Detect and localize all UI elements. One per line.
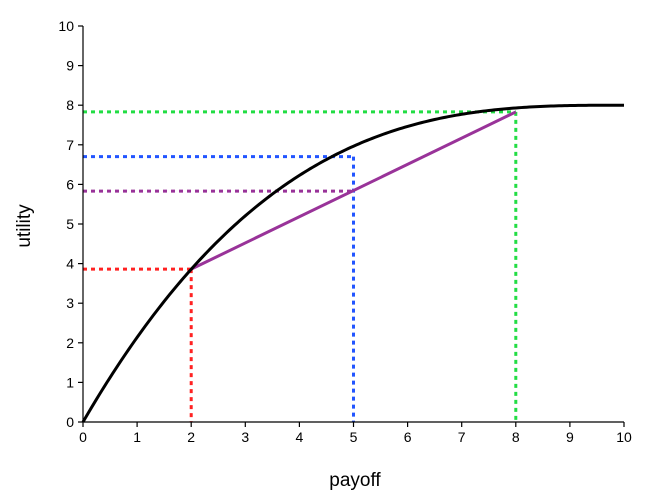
x-tick-label: 6	[404, 429, 412, 445]
y-tick-label: 9	[66, 58, 74, 74]
y-tick-label: 4	[66, 256, 74, 272]
x-tick-label: 5	[350, 429, 358, 445]
chord-line	[190, 110, 517, 271]
x-tick-label: 8	[512, 429, 520, 445]
y-tick-label: 5	[66, 216, 74, 232]
x-tick-label: 10	[616, 429, 632, 445]
y-tick-label: 3	[66, 295, 74, 311]
guide-lines	[83, 110, 518, 422]
x-tick-label: 2	[187, 429, 195, 445]
y-tick-label: 1	[66, 374, 74, 390]
chord-layer	[190, 110, 517, 271]
x-axis-label: payoff	[329, 470, 381, 491]
axes	[78, 25, 625, 427]
y-axis-label: utility	[14, 204, 35, 248]
x-tick-label: 7	[458, 429, 466, 445]
y-tick-label: 10	[58, 18, 74, 34]
y-tick-label: 0	[66, 414, 74, 430]
y-tick-label: 7	[66, 137, 74, 153]
y-tick-label: 8	[66, 97, 74, 113]
y-tick-label: 6	[66, 176, 74, 192]
y-tick-label: 2	[66, 335, 74, 351]
x-tick-label: 9	[566, 429, 574, 445]
utility-curve	[81, 103, 624, 423]
tick-labels: 0 1 2 3 4 5 6 7 8 9 10 0 1 2 3 4 5 6 7 8 9 10	[58, 18, 632, 445]
x-tick-label: 3	[241, 429, 249, 445]
x-tick-label: 1	[133, 429, 141, 445]
curve-layer	[81, 103, 624, 423]
x-tick-label: 0	[79, 429, 87, 445]
x-tick-label: 4	[296, 429, 304, 445]
